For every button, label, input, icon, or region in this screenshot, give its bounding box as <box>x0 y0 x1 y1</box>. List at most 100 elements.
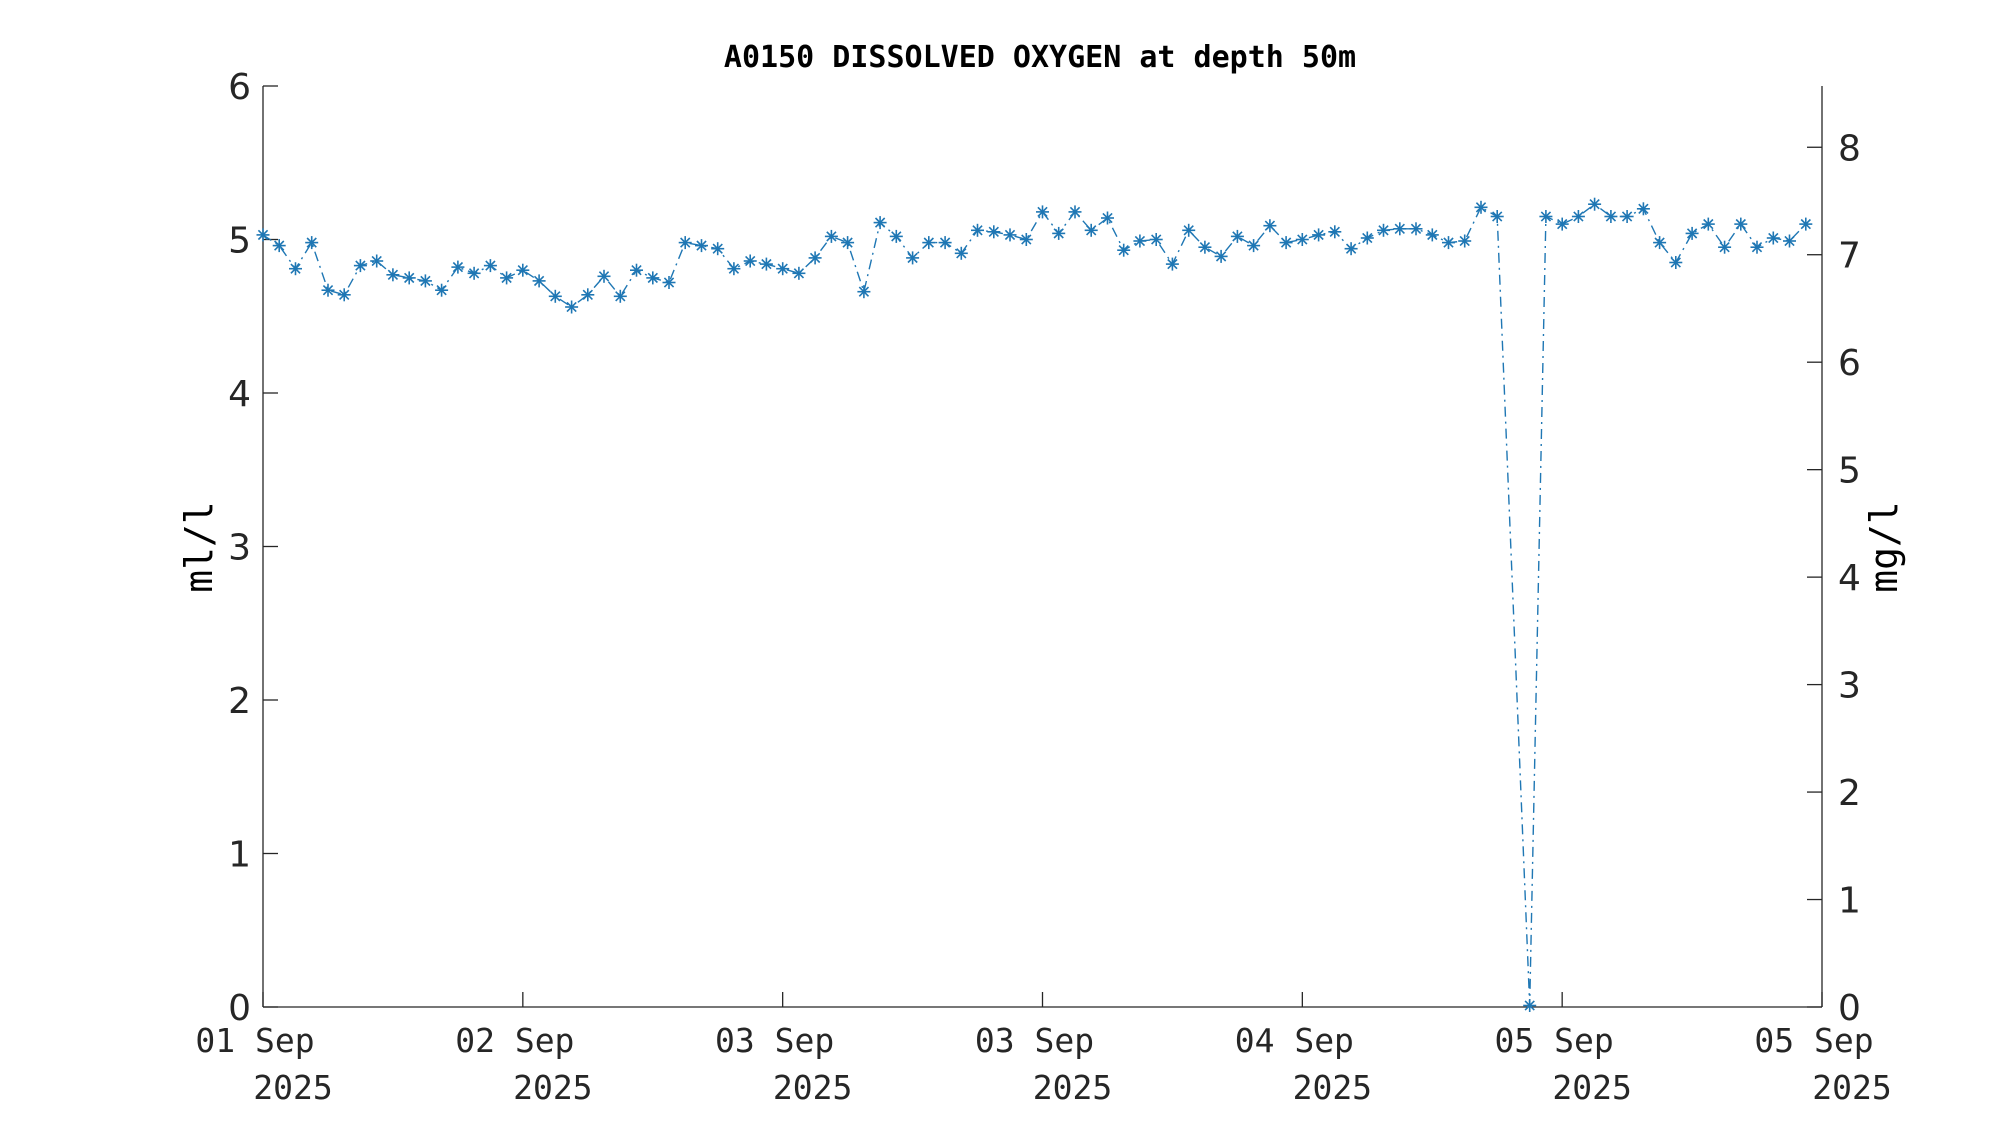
x-tick-label-date: 04 Sep <box>1235 1021 1354 1060</box>
data-point-marker <box>289 262 302 276</box>
data-point-marker <box>1539 210 1553 223</box>
data-point-marker <box>1718 240 1732 254</box>
series-markers <box>256 197 1813 1012</box>
x-tick-label-year: 2025 <box>253 1068 332 1107</box>
data-point-marker <box>743 254 757 268</box>
x-tick-label-year: 2025 <box>1552 1068 1631 1107</box>
y-tick-label-left: 0 <box>228 988 251 1029</box>
y-axis-label-left: ml/l <box>177 501 221 593</box>
data-point-marker <box>678 236 692 250</box>
data-point-marker <box>1295 233 1309 246</box>
chart-title: A0150 DISSOLVED OXYGEN at depth 50m <box>724 40 1356 75</box>
y-tick-label-right: 4 <box>1838 558 1861 599</box>
data-point-marker <box>305 236 319 250</box>
x-tick-label-date: 02 Sep <box>455 1021 574 1060</box>
x-tick-label-year: 2025 <box>513 1068 592 1107</box>
data-point-marker <box>841 236 855 250</box>
x-tick-label-date: 03 Sep <box>715 1021 834 1060</box>
data-point-marker <box>402 271 416 285</box>
data-point-marker <box>1523 999 1537 1012</box>
data-point-marker <box>1036 205 1049 219</box>
data-point-marker <box>1653 236 1667 250</box>
data-point-marker <box>467 266 481 280</box>
data-point-marker <box>1198 240 1212 254</box>
data-point-marker <box>1068 205 1082 219</box>
data-point-marker <box>873 216 887 230</box>
data-point-marker <box>548 289 562 303</box>
data-point-marker <box>1230 229 1244 243</box>
data-point-marker <box>1442 236 1455 250</box>
data-point-marker <box>922 236 936 250</box>
data-point-marker <box>597 269 611 283</box>
x-tick-label-year: 2025 <box>1812 1068 1891 1107</box>
data-point-marker <box>1425 228 1439 242</box>
data-point-marker <box>1636 202 1650 216</box>
data-point-marker <box>565 300 579 314</box>
y-tick-label-right: 2 <box>1838 773 1861 814</box>
data-point-marker <box>889 229 903 243</box>
data-point-marker <box>727 262 741 276</box>
data-point-marker <box>1149 233 1163 246</box>
series-line-path <box>262 203 1807 1006</box>
data-point-marker <box>824 229 838 243</box>
data-point-marker <box>272 239 286 253</box>
data-point-marker <box>1604 210 1618 223</box>
y-tick-label-left: 5 <box>228 221 251 262</box>
y-tick-label-left: 3 <box>228 528 251 569</box>
data-point-marker <box>321 283 335 297</box>
data-point-marker <box>1799 217 1813 231</box>
data-point-marker <box>1019 233 1033 246</box>
data-point-marker <box>1084 223 1098 237</box>
data-point-marker <box>370 254 384 268</box>
data-point-marker <box>256 228 270 242</box>
data-point-marker <box>1393 222 1407 236</box>
data-point-marker <box>792 266 806 280</box>
y-tick-label-right: 3 <box>1838 666 1861 707</box>
y-tick-label-right: 6 <box>1838 343 1861 384</box>
x-tick-label-date: 05 Sep <box>1754 1021 1873 1060</box>
data-point-marker <box>1766 231 1780 245</box>
y-tick-label-left: 2 <box>228 681 251 722</box>
data-point-marker <box>1133 234 1147 248</box>
data-point-marker <box>1734 217 1748 231</box>
data-point-marker <box>532 274 546 288</box>
data-point-marker <box>971 223 984 237</box>
y-tick-label-right: 0 <box>1838 988 1861 1029</box>
data-point-marker <box>1279 236 1293 250</box>
data-point-marker <box>1474 200 1488 214</box>
data-point-marker <box>906 251 920 265</box>
data-point-marker <box>1458 234 1472 248</box>
data-point-marker <box>1409 222 1423 236</box>
data-point-marker <box>630 263 643 277</box>
data-point-marker <box>776 262 790 276</box>
data-point-marker <box>646 271 660 285</box>
data-point-marker <box>451 260 465 274</box>
data-point-marker <box>1669 256 1683 269</box>
data-point-marker <box>500 271 514 285</box>
data-point-marker <box>695 239 708 253</box>
data-point-marker <box>1360 231 1374 245</box>
x-tick-label-year: 2025 <box>1293 1068 1372 1107</box>
data-point-marker <box>1263 219 1277 233</box>
axes <box>262 85 1823 1008</box>
data-point-marker <box>987 225 1001 239</box>
data-point-marker <box>857 285 871 299</box>
data-point-marker <box>1328 225 1342 239</box>
data-point-marker <box>1344 242 1358 256</box>
data-point-marker <box>1182 223 1196 237</box>
data-point-marker <box>516 263 530 277</box>
y-tick-label-right: 8 <box>1838 128 1861 169</box>
data-point-marker <box>759 257 773 271</box>
data-point-marker <box>1214 249 1228 263</box>
data-point-marker <box>1588 197 1602 211</box>
x-tick-label-date: 05 Sep <box>1495 1021 1614 1060</box>
data-point-marker <box>1571 210 1585 223</box>
data-point-marker <box>662 276 676 289</box>
data-point-marker <box>1247 239 1261 253</box>
data-point-marker <box>1685 226 1699 240</box>
series-line <box>262 203 1807 1006</box>
data-point-marker <box>1052 226 1066 240</box>
tick-labels: 0 1 2 3 4 5 6 0 1 2 3 4 5 6 7 8 01 Sep 2025 02 Sep 2025 03 S… <box>195 67 1891 1107</box>
